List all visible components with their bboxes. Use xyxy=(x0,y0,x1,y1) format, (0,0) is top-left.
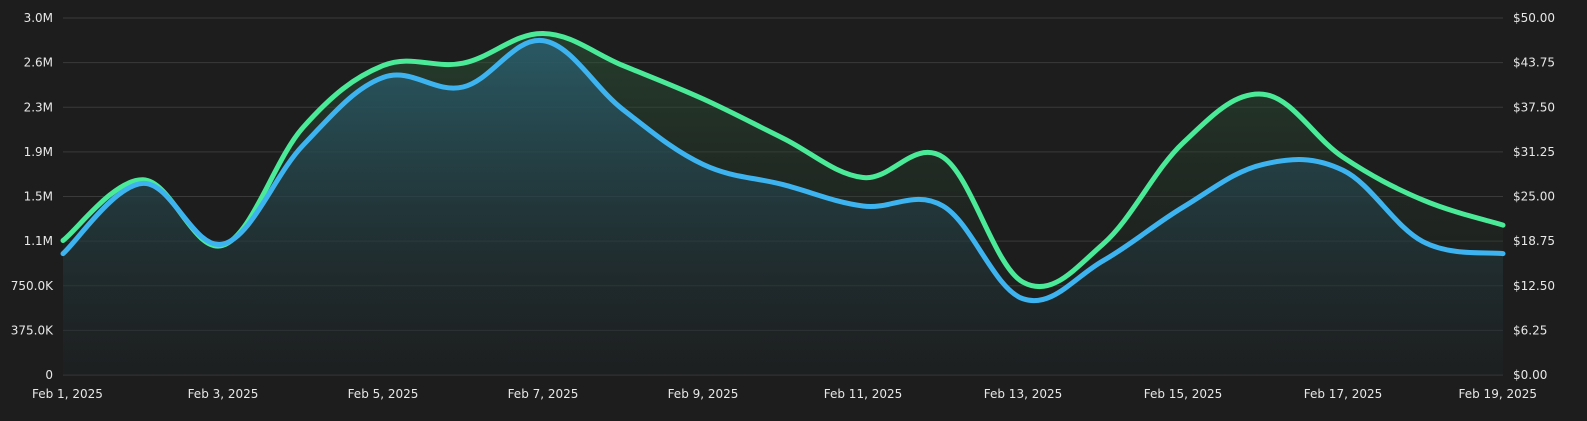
y-right-tick-label: $37.50 xyxy=(1513,100,1555,114)
x-tick-label: Feb 15, 2025 xyxy=(1144,387,1223,401)
y-right-tick-label: $18.75 xyxy=(1513,234,1555,248)
series-lines xyxy=(60,30,1506,304)
x-tick-label: Feb 17, 2025 xyxy=(1304,387,1383,401)
y-left-tick-label: 750.0K xyxy=(11,279,54,293)
x-tick-label: Feb 3, 2025 xyxy=(188,387,259,401)
x-tick-label: Feb 7, 2025 xyxy=(508,387,579,401)
y-left-tick-label: 0 xyxy=(45,368,53,382)
x-tick-label: Feb 13, 2025 xyxy=(984,387,1063,401)
x-tick-label: Feb 19, 2025 xyxy=(1459,387,1538,401)
y-left-tick-label: 1.9M xyxy=(24,145,53,159)
series-blue-area xyxy=(63,40,1503,376)
y-right-tick-label: $50.00 xyxy=(1513,11,1555,25)
y-right-tick-label: $12.50 xyxy=(1513,279,1555,293)
y-right-tick-label: $6.25 xyxy=(1513,323,1547,337)
y-axis-right: $0.00 $6.25 $12.50 $18.75 $25.00 $31.25 $37.50… xyxy=(1513,11,1555,382)
y-left-tick-label: 1.5M xyxy=(24,190,53,204)
y-right-tick-label: $0.00 xyxy=(1513,368,1547,382)
series-green-line xyxy=(60,30,1506,290)
x-tick-label: Feb 1, 2025 xyxy=(32,387,103,401)
y-axis-left: 0 375.0K 750.0K 1.1M 1.5M 1.9M 2.3M 2.6M 3.0M xyxy=(11,11,54,382)
y-right-tick-label: $25.00 xyxy=(1513,190,1555,204)
y-left-tick-label: 375.0K xyxy=(11,323,54,337)
x-tick-label: Feb 11, 2025 xyxy=(824,387,903,401)
y-right-tick-label: $31.25 xyxy=(1513,145,1555,159)
series-blue-line xyxy=(60,38,1506,304)
y-left-tick-label: 1.1M xyxy=(24,234,53,248)
x-tick-label: Feb 5, 2025 xyxy=(348,387,419,401)
x-axis: Feb 1, 2025 Feb 3, 2025 Feb 5, 2025 Feb 7, … xyxy=(32,387,1537,401)
y-right-tick-label: $43.75 xyxy=(1513,56,1555,70)
y-left-tick-label: 2.6M xyxy=(24,56,53,70)
series-areas xyxy=(63,33,1503,376)
y-left-tick-label: 3.0M xyxy=(24,11,53,25)
x-tick-label: Feb 9, 2025 xyxy=(668,387,739,401)
y-left-tick-label: 2.3M xyxy=(24,100,53,114)
